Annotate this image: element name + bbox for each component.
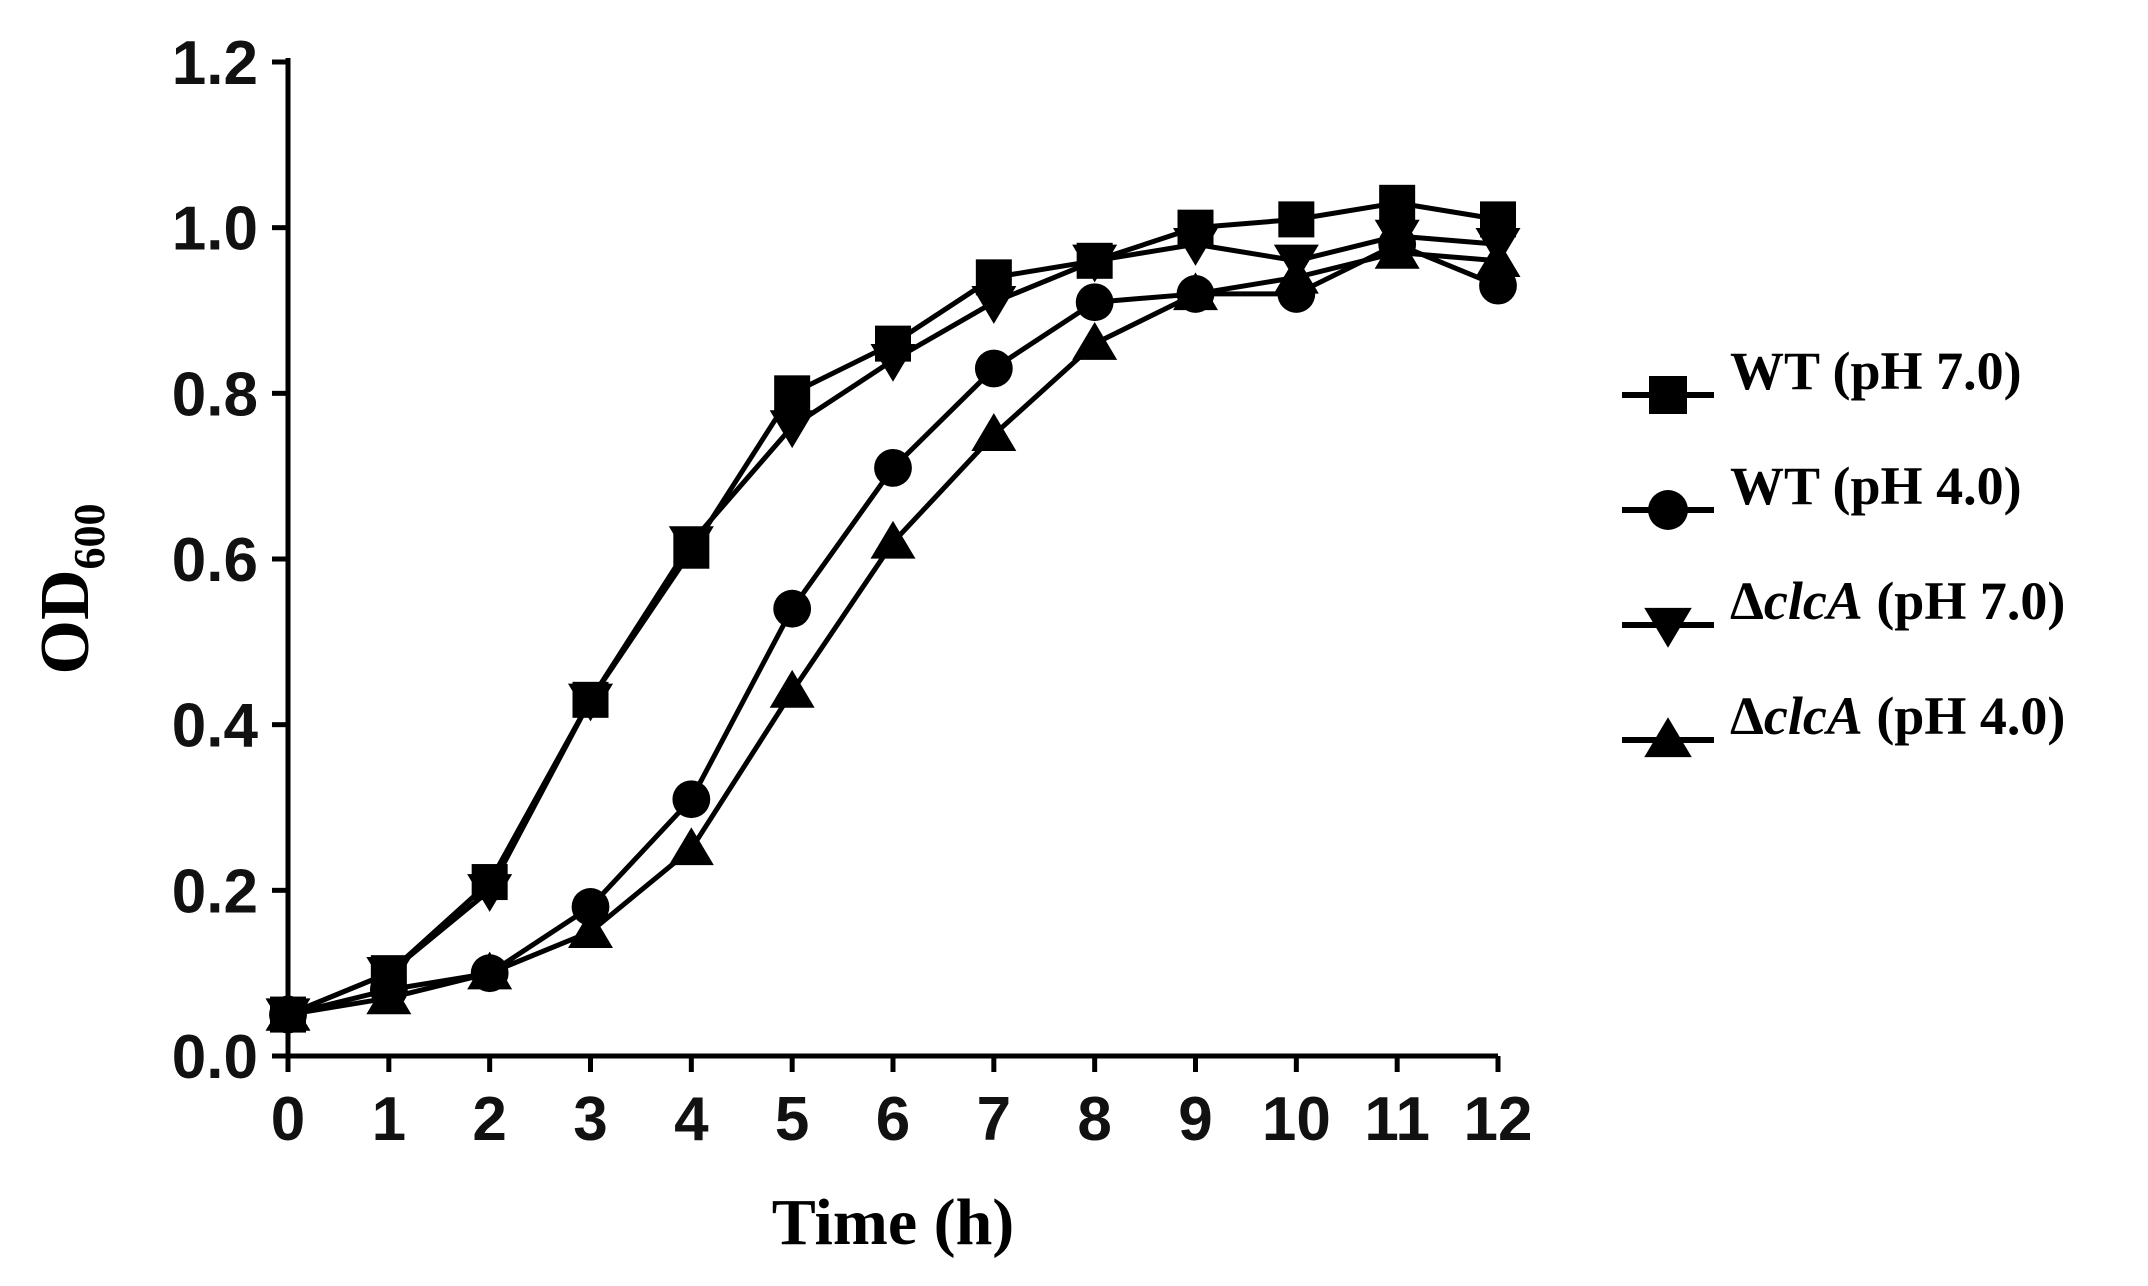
legend-label: ΔclcA (pH 7.0) bbox=[1730, 571, 2065, 631]
series-line bbox=[287, 200, 1499, 1017]
data-point-square bbox=[1278, 201, 1315, 238]
data-point-triangle-up bbox=[568, 910, 613, 948]
data-point-triangle-up bbox=[1273, 255, 1319, 294]
data-point-square bbox=[774, 375, 811, 412]
y-tick-label: 0.8 bbox=[172, 360, 258, 429]
data-point-triangle-down bbox=[870, 344, 916, 382]
x-axis-ticks: 0 1 2 3 4 5 6 7 8 9 10 11 12 bbox=[271, 1056, 1533, 1154]
x-tick-label: 0 bbox=[271, 1085, 305, 1154]
legend-label-prefix: Δ bbox=[1730, 686, 1764, 746]
x-tick-label: 3 bbox=[573, 1085, 607, 1154]
data-point-triangle-up bbox=[366, 976, 412, 1015]
y-tick-label: 1.2 bbox=[172, 29, 258, 98]
legend-label: WT (pH 7.0) bbox=[1730, 341, 2022, 401]
data-point-triangle-down bbox=[1173, 228, 1218, 266]
series-layer bbox=[265, 184, 1521, 1037]
data-point-triangle-down bbox=[769, 410, 815, 449]
series-4 bbox=[265, 230, 1521, 1031]
data-point-triangle-up bbox=[1072, 322, 1118, 360]
x-tick-label: 12 bbox=[1464, 1085, 1533, 1154]
legend: WT (pH 7.0)WT (pH 4.0)ΔclcA (pH 7.0)Δclc… bbox=[1622, 341, 2065, 758]
data-point-triangle-up bbox=[1173, 272, 1218, 311]
data-point-triangle-up bbox=[870, 520, 916, 559]
legend-marker-circle bbox=[1648, 490, 1688, 530]
legend-marker-triangle-down bbox=[1644, 607, 1692, 648]
data-point-triangle-up bbox=[265, 992, 311, 1031]
legend-label-gene: clcA bbox=[1764, 571, 1863, 631]
legend-label: WT (pH 4.0) bbox=[1730, 456, 2022, 516]
y-tick-label: 0.4 bbox=[172, 692, 259, 761]
x-tick-label: 9 bbox=[1178, 1085, 1212, 1154]
data-point-triangle-up bbox=[668, 827, 714, 866]
x-tick-label: 11 bbox=[1364, 1085, 1430, 1154]
legend-entry: ΔclcA (pH 4.0) bbox=[1622, 686, 2065, 758]
legend-label-prefix: WT bbox=[1730, 341, 1820, 401]
x-tick-label: 1 bbox=[372, 1085, 406, 1154]
legend-marker-triangle-up bbox=[1644, 717, 1692, 758]
data-point-circle bbox=[571, 888, 610, 926]
data-point-triangle-up bbox=[467, 951, 513, 990]
data-point-triangle-down bbox=[1072, 244, 1118, 283]
data-point-triangle-up bbox=[971, 413, 1017, 451]
x-tick-label: 6 bbox=[876, 1085, 910, 1154]
legend-label-suffix: (pH 7.0) bbox=[1819, 341, 2022, 401]
data-point-circle bbox=[1075, 283, 1114, 322]
legend-label-suffix: (pH 4.0) bbox=[1863, 686, 2066, 746]
legend-label-gene: clcA bbox=[1764, 686, 1863, 746]
legend-label: ΔclcA (pH 4.0) bbox=[1730, 686, 2065, 746]
legend-label-prefix: WT bbox=[1730, 456, 1820, 516]
data-point-triangle-up bbox=[1374, 230, 1420, 269]
data-point-triangle-up bbox=[1475, 239, 1521, 277]
x-axis-title: Time (h) bbox=[772, 1186, 1015, 1259]
legend-label-suffix: (pH 7.0) bbox=[1863, 571, 2066, 631]
data-point-circle bbox=[672, 780, 711, 819]
data-point-triangle-down bbox=[568, 683, 613, 722]
y-tick-label: 0.6 bbox=[172, 526, 258, 595]
y-axis-title-main: OD bbox=[27, 570, 104, 675]
y-axis-title: OD600 bbox=[27, 504, 114, 675]
data-point-circle bbox=[773, 589, 812, 628]
data-point-circle bbox=[974, 349, 1013, 388]
y-tick-label: 0.2 bbox=[172, 857, 258, 926]
data-point-triangle-down bbox=[467, 874, 513, 912]
legend-label-prefix: Δ bbox=[1730, 571, 1764, 631]
x-tick-label: 5 bbox=[775, 1085, 809, 1154]
x-tick-label: 10 bbox=[1262, 1085, 1331, 1154]
data-point-triangle-down bbox=[366, 956, 412, 995]
legend-marker-square bbox=[1649, 376, 1687, 414]
y-tick-label: 1.0 bbox=[172, 195, 258, 264]
data-point-circle bbox=[874, 448, 912, 487]
legend-label-suffix: (pH 4.0) bbox=[1819, 456, 2022, 516]
legend-entry: ΔclcA (pH 7.0) bbox=[1622, 571, 2065, 648]
data-point-square bbox=[1379, 184, 1416, 221]
y-axis-ticks: 0.0 0.2 0.4 0.6 0.8 1.0 1.2 bbox=[172, 29, 288, 1092]
x-tick-label: 7 bbox=[977, 1085, 1011, 1154]
series-1 bbox=[270, 184, 1516, 1033]
data-point-triangle-down bbox=[668, 526, 714, 565]
y-axis-title-subscript: 600 bbox=[65, 504, 114, 570]
x-tick-label: 4 bbox=[674, 1085, 709, 1154]
x-tick-label: 8 bbox=[1077, 1085, 1111, 1154]
legend-entry: WT (pH 4.0) bbox=[1622, 456, 2022, 530]
data-point-triangle-up bbox=[769, 669, 815, 708]
legend-entry: WT (pH 7.0) bbox=[1622, 341, 2022, 414]
y-tick-label: 0.0 bbox=[172, 1023, 258, 1092]
x-tick-label: 2 bbox=[472, 1085, 506, 1154]
data-point-triangle-down bbox=[971, 286, 1017, 324]
